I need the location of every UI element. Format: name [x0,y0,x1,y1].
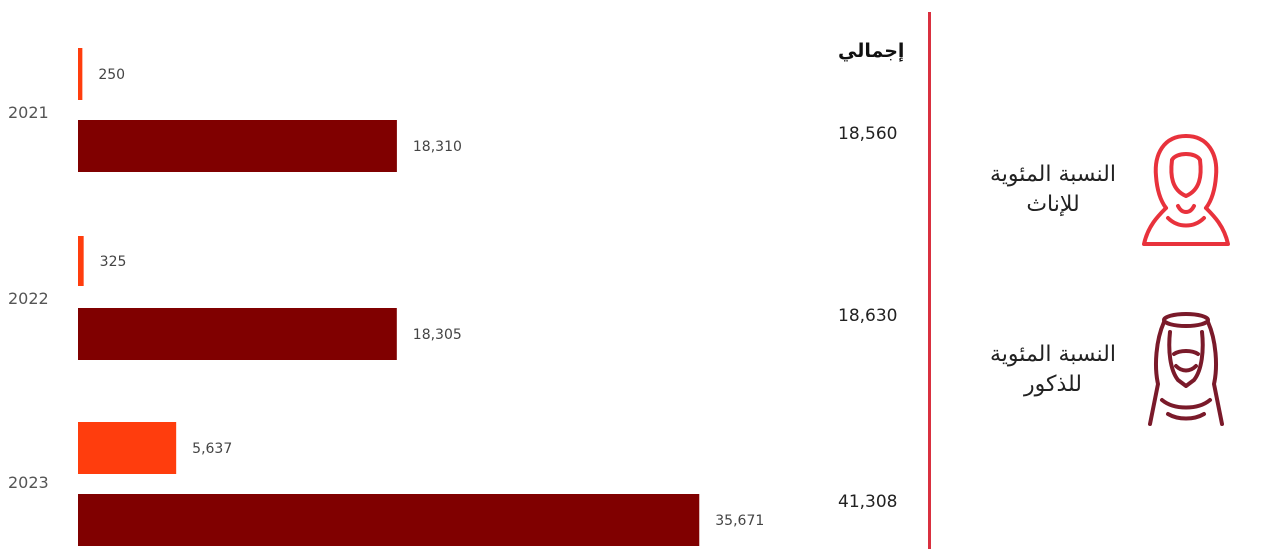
woman-hijab-icon [1142,134,1230,246]
total-header: إجمالي [838,40,905,62]
value-label-female: 325 [100,254,127,270]
value-label-male: 18,305 [413,327,462,343]
bar-male [78,494,700,546]
legend-female-label: النسبة المئوية للإناث [990,162,1116,217]
total-value: 41,308 [838,492,898,512]
divider-line [928,12,931,549]
value-label-male: 35,671 [715,513,764,529]
bar-female [78,236,84,286]
value-label-female: 250 [98,67,125,83]
value-label-male: 18,310 [413,139,462,155]
year-label: 2021 [8,103,49,122]
bar-male [78,120,397,172]
man-ghutra-icon [1148,312,1224,426]
value-label-female: 5,637 [192,441,232,457]
bar-female [78,422,177,474]
bar-chart: 2021 250 18,310 2022 325 18,305 2023 5,637 35,67… [8,48,764,546]
total-value: 18,630 [838,306,898,326]
year-label: 2023 [8,473,49,492]
legend-female: النسبة المئوية للإناث [968,130,1234,250]
total-value: 18,560 [838,124,898,144]
legend-male: النسبة المئوية للذكور [968,310,1234,430]
bar-female [78,48,83,100]
legend-male-label: النسبة المئوية للذكور [990,342,1116,397]
bar-male [78,308,397,360]
year-label: 2022 [8,289,49,308]
